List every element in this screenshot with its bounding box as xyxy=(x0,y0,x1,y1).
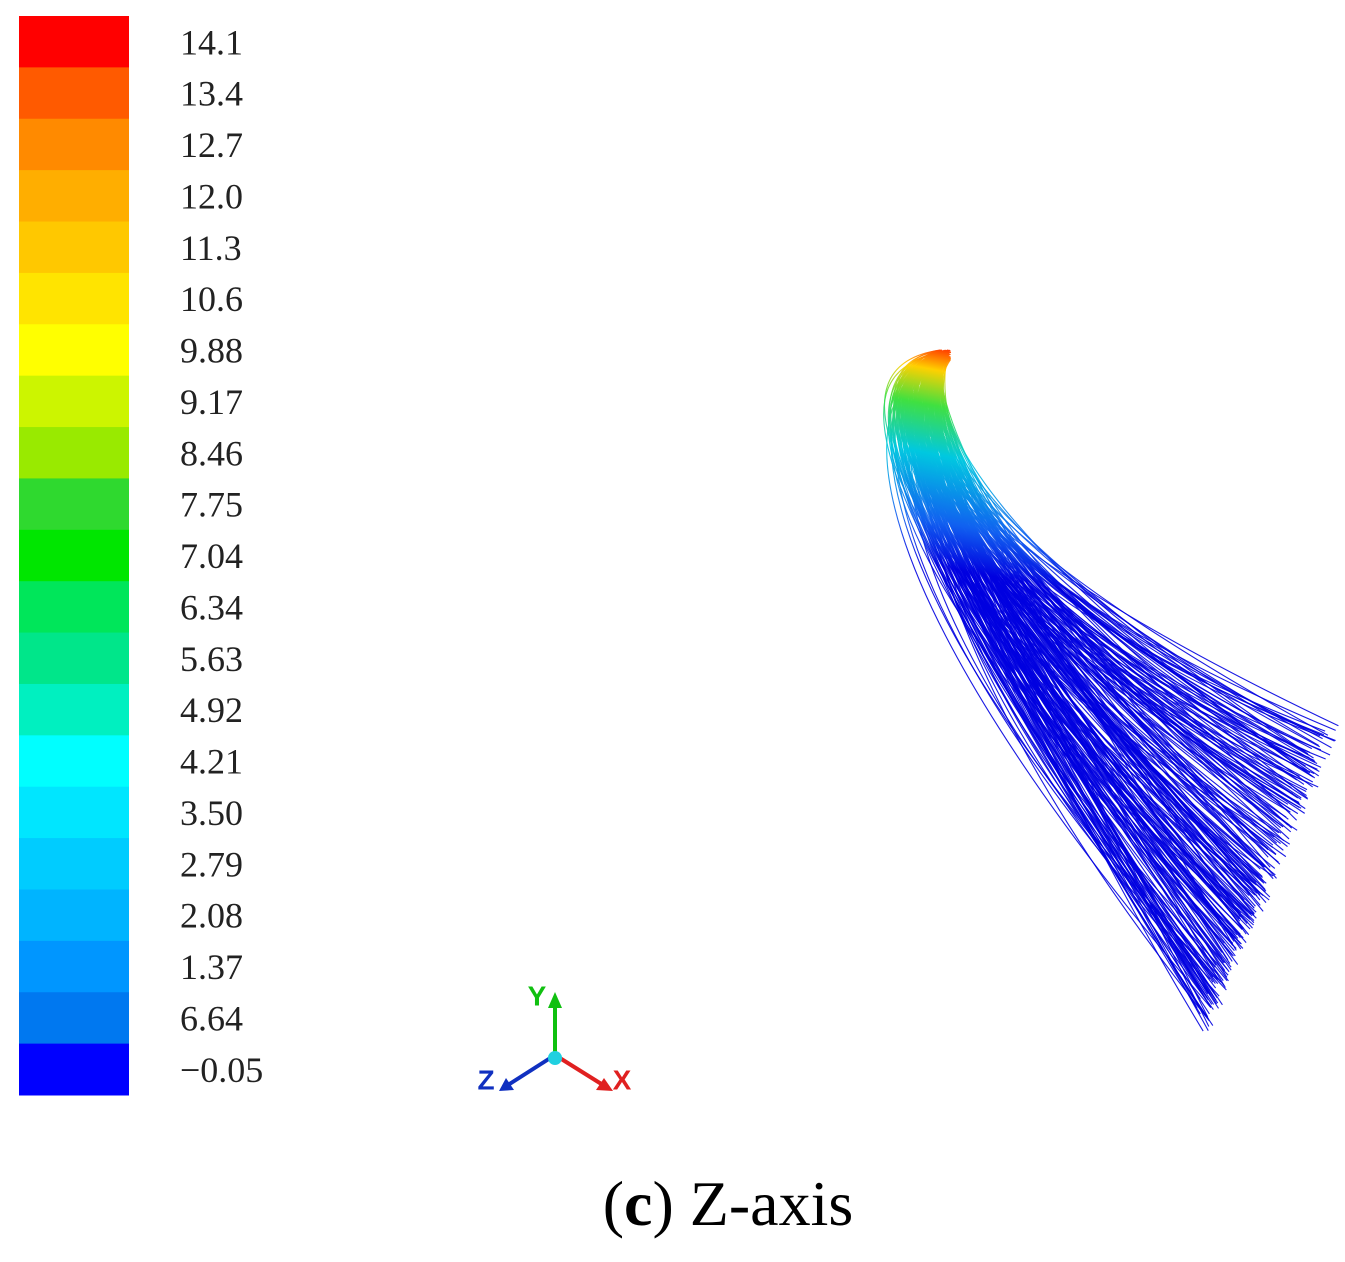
legend-swatch xyxy=(19,735,129,788)
legend-swatch xyxy=(19,838,129,890)
legend-label: 3.50 xyxy=(180,793,243,833)
caption-label: c xyxy=(624,1168,652,1239)
legend-swatch xyxy=(19,683,129,736)
z-label: Z xyxy=(477,1064,494,1095)
streamline xyxy=(927,357,1310,756)
legend-swatch xyxy=(19,992,129,1045)
streamline xyxy=(921,359,1244,939)
caption-text: ) Z-axis xyxy=(652,1168,853,1239)
legend-label: 2.08 xyxy=(180,896,243,936)
legend-swatch xyxy=(19,324,129,377)
legend-label: 6.64 xyxy=(180,999,243,1039)
legend-label: 7.75 xyxy=(180,485,243,525)
legend-swatch xyxy=(19,786,129,839)
color-legend: 14.1 13.4 12.7 12.0 11.3 10.6 9.88 9.17 8.46 7.75… xyxy=(19,16,263,1096)
legend-swatch xyxy=(19,581,129,634)
streamline xyxy=(930,354,1255,924)
x-label: X xyxy=(613,1064,632,1095)
legend-swatch xyxy=(19,478,129,531)
legend-label: 12.7 xyxy=(180,125,243,165)
streamline xyxy=(920,352,1236,939)
legend-swatch xyxy=(19,427,129,479)
legend-label: −0.05 xyxy=(180,1050,263,1090)
legend-swatch xyxy=(19,170,129,223)
z-arrowhead xyxy=(499,1078,514,1091)
streamline xyxy=(894,349,1211,980)
legend-swatch xyxy=(19,375,129,428)
legend-swatch xyxy=(19,889,129,942)
origin xyxy=(548,1051,562,1065)
legend-label: 12.0 xyxy=(180,176,243,216)
streamlines xyxy=(883,349,1339,1032)
streamline xyxy=(900,351,1226,971)
caption-prefix: ( xyxy=(603,1168,624,1239)
y-label: Y xyxy=(528,980,547,1011)
legend-label: 9.88 xyxy=(180,331,243,371)
legend-label: 6.34 xyxy=(180,587,243,627)
streamline xyxy=(908,354,1222,983)
streamline xyxy=(909,355,1313,750)
legend-label: 10.6 xyxy=(180,279,243,319)
legend-label: 5.63 xyxy=(180,639,243,679)
x-axis-arrow xyxy=(553,1053,605,1087)
streamline xyxy=(904,352,1270,871)
axes-triad: Y X Z xyxy=(477,980,631,1095)
legend-label: 4.21 xyxy=(180,742,243,782)
streamline xyxy=(930,351,1314,759)
streamline xyxy=(930,353,1288,811)
streamline xyxy=(914,352,1282,834)
legend-label: 7.04 xyxy=(180,536,243,576)
legend-label: 9.17 xyxy=(180,382,243,422)
streamline xyxy=(905,357,1311,753)
streamline xyxy=(907,358,1241,918)
legend-label: 8.46 xyxy=(180,433,243,473)
streamline xyxy=(938,358,1255,884)
streamline xyxy=(918,353,1308,799)
legend-swatch xyxy=(19,272,129,325)
legend-swatch xyxy=(19,118,129,171)
streamline xyxy=(921,356,1289,805)
caption: (c) Z-axis xyxy=(603,1168,854,1239)
legend-swatch xyxy=(19,632,129,685)
streamline xyxy=(939,357,1255,909)
streamline xyxy=(926,359,1235,951)
legend-swatch xyxy=(19,67,129,120)
legend-label: 1.37 xyxy=(180,947,243,987)
x-arrowhead xyxy=(596,1078,613,1091)
legend-swatch xyxy=(19,940,129,993)
legend-label: 2.79 xyxy=(180,844,243,884)
legend-swatch xyxy=(19,16,129,68)
streamline xyxy=(890,354,1240,920)
legend-swatch xyxy=(19,221,129,274)
legend-label: 11.3 xyxy=(180,228,242,268)
legend-label: 4.92 xyxy=(180,690,243,730)
legend-label: 13.4 xyxy=(180,74,243,114)
legend-label: 14.1 xyxy=(180,22,243,62)
z-axis-arrow xyxy=(506,1053,557,1087)
legend-swatch xyxy=(19,1043,129,1096)
legend-swatch xyxy=(19,529,129,582)
y-arrowhead xyxy=(548,992,562,1008)
streamline xyxy=(911,351,1226,964)
streamline xyxy=(893,353,1217,966)
